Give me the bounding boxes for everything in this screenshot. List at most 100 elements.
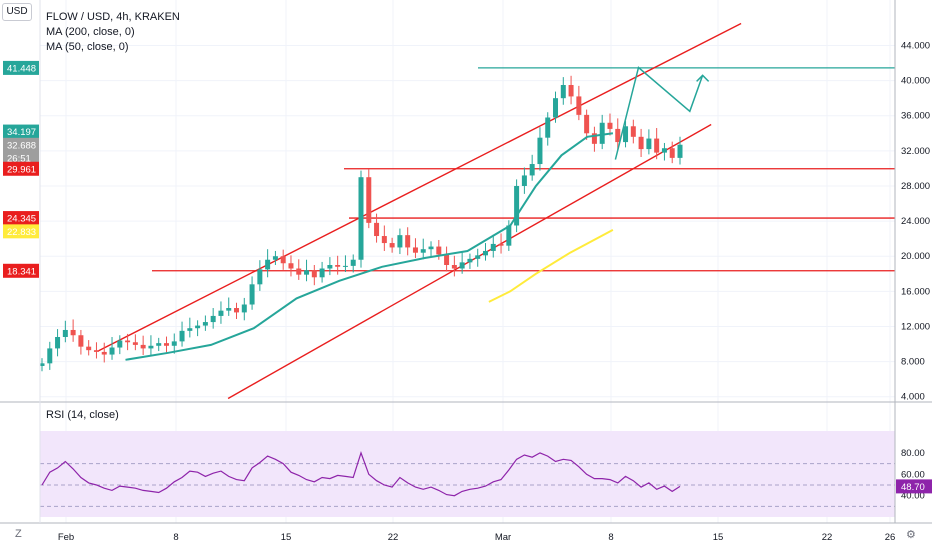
price-badge xyxy=(3,60,39,75)
settings-gear-icon[interactable]: ⚙ xyxy=(906,529,916,541)
candle-body xyxy=(296,268,302,275)
time-tick: 26 xyxy=(885,532,896,543)
price-badge xyxy=(3,224,39,239)
price-tick: 24.000 xyxy=(901,216,930,227)
candle-body xyxy=(39,363,45,366)
currency-button[interactable]: USD xyxy=(2,3,32,21)
horizontal-levels xyxy=(152,67,895,272)
candle-body xyxy=(101,351,107,355)
corner-left-text: Z xyxy=(15,528,22,540)
candle-body xyxy=(366,177,372,223)
candle-body xyxy=(545,117,551,138)
candle-body xyxy=(125,340,131,343)
price-badge xyxy=(3,150,39,165)
candle-body xyxy=(195,325,201,329)
price-badge xyxy=(3,263,39,278)
rsi-path xyxy=(41,451,681,497)
price-tick: 12.000 xyxy=(901,321,930,332)
candle-body xyxy=(553,98,559,118)
candle-body xyxy=(599,122,605,144)
candle-body xyxy=(615,128,621,143)
price-badge-text: 18.341 xyxy=(7,266,36,277)
candle-body xyxy=(257,269,263,285)
price-tick: 20.000 xyxy=(901,251,930,262)
candle-body xyxy=(623,126,629,143)
channel-upper-line xyxy=(97,22,742,352)
price-tick: 36.000 xyxy=(901,111,930,122)
projection-arrowhead xyxy=(696,74,710,82)
candle-body xyxy=(560,85,566,99)
candle-body xyxy=(498,243,504,246)
time-axis[interactable]: Feb 8 15 22 Mar 8 15 22 26 xyxy=(58,532,895,543)
legend: FLOW / USD, 4h, KRAKEN MA (200, close, 0… xyxy=(46,10,180,55)
candle-body xyxy=(381,236,387,244)
candle-body xyxy=(350,259,356,266)
candle-body xyxy=(62,329,68,337)
price-badge xyxy=(3,124,39,139)
time-tick: 22 xyxy=(388,532,399,543)
price-tick: 44.000 xyxy=(901,41,930,52)
candle-body xyxy=(467,258,473,263)
time-tick: 15 xyxy=(713,532,724,543)
candle-body xyxy=(389,243,395,248)
price-badge-text: 29.961 xyxy=(7,164,36,175)
candle-body xyxy=(654,138,660,153)
price-axis[interactable]: 44.000 40.000 36.000 32.000 28.000 24.000 20.0… xyxy=(901,41,930,403)
candles xyxy=(39,75,683,372)
candle-body xyxy=(568,85,574,97)
price-tick: 8.000 xyxy=(901,357,925,368)
candle-body xyxy=(171,341,177,346)
candle-body xyxy=(47,348,53,364)
candle-body xyxy=(241,304,247,313)
price-badge-text: 32.688 xyxy=(7,140,36,151)
candle-body xyxy=(109,347,115,355)
candle-body xyxy=(412,247,418,253)
candle-body xyxy=(459,262,465,269)
candle-body xyxy=(506,225,512,246)
rsi-tick: 60.00 xyxy=(901,469,925,480)
rsi-value-badge xyxy=(896,479,932,494)
time-tick: 22 xyxy=(822,532,833,543)
price-badge xyxy=(3,211,39,226)
candle-body xyxy=(646,138,652,150)
candle-body xyxy=(272,256,278,260)
price-pane-bg xyxy=(40,0,895,402)
candle-body xyxy=(482,250,488,256)
ma50-line xyxy=(125,132,614,361)
rsi-tick: 40.00 xyxy=(901,491,925,502)
candle-body xyxy=(140,344,146,349)
candle-body xyxy=(132,342,138,345)
candle-body xyxy=(187,328,193,331)
candle-body xyxy=(661,148,667,153)
candle-body xyxy=(210,315,216,323)
chart-title: FLOW / USD, 4h, KRAKEN xyxy=(46,11,180,23)
candle-body xyxy=(327,265,333,269)
candle-body xyxy=(420,249,426,253)
candle-body xyxy=(638,136,644,150)
candle-body xyxy=(405,235,411,248)
candle-body xyxy=(537,137,543,165)
candle-body xyxy=(202,322,208,326)
rsi-tick: 80.00 xyxy=(901,448,925,459)
candle-body xyxy=(677,144,683,158)
candle-body xyxy=(428,246,434,250)
candle-body xyxy=(311,270,317,278)
candle-body xyxy=(335,265,341,267)
candle-body xyxy=(397,235,403,248)
price-badge-text: 41.448 xyxy=(7,63,36,74)
moving-averages xyxy=(125,132,614,361)
price-badge-text: 34.197 xyxy=(7,127,36,138)
candle-body xyxy=(179,330,185,342)
price-tick: 28.000 xyxy=(901,181,930,192)
candle-body xyxy=(304,270,310,275)
candle-body xyxy=(514,185,520,226)
price-badge-text: 26:51 xyxy=(7,153,31,164)
projection-path xyxy=(614,66,704,160)
projection-arrow xyxy=(614,66,710,160)
candle-body xyxy=(288,263,294,269)
time-tick: Feb xyxy=(58,532,74,543)
candle-body xyxy=(475,255,481,259)
time-tick: 15 xyxy=(281,532,292,543)
ma200-label: MA (200, close, 0) xyxy=(46,26,135,38)
